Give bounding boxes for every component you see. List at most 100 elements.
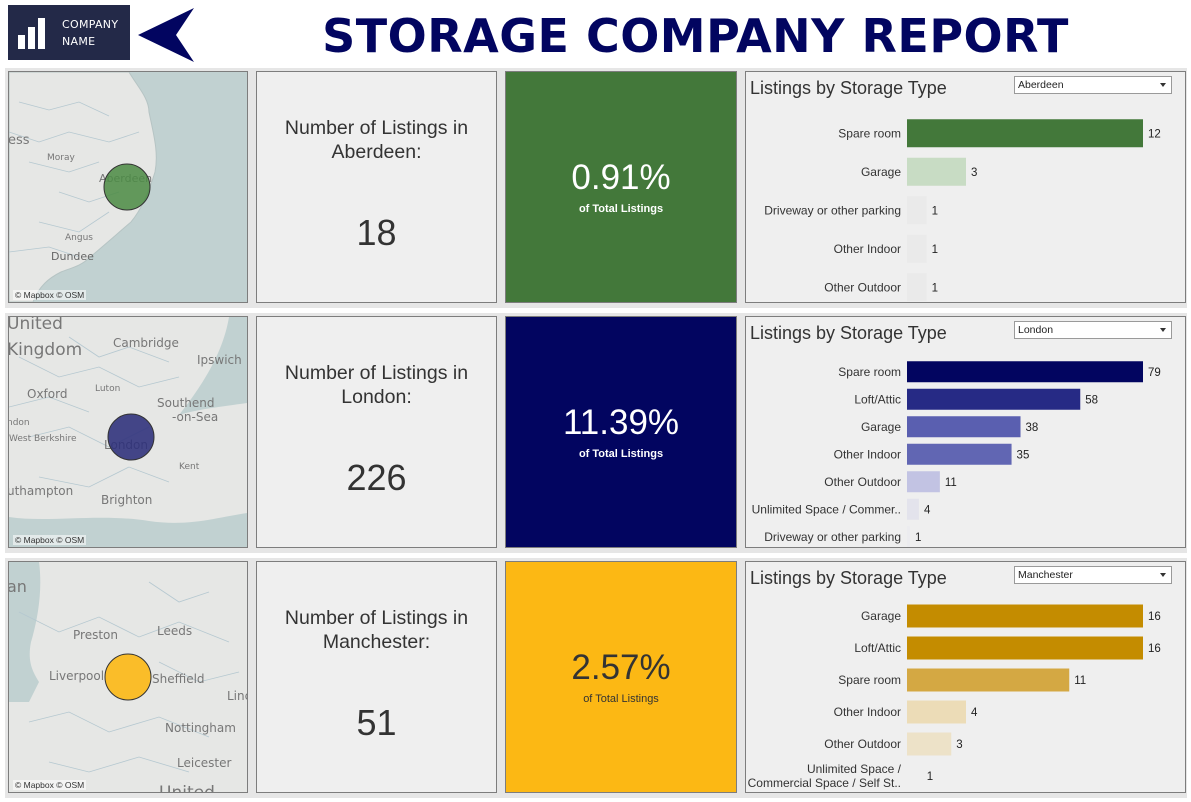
city-dropdown[interactable]: Aberdeen bbox=[1014, 76, 1172, 94]
bar-category-label: Garage bbox=[861, 420, 901, 434]
bar-other-outdoor[interactable] bbox=[907, 273, 927, 302]
bar-driveway-or-other-parking[interactable] bbox=[907, 526, 910, 547]
bar-category-label: Other Outdoor bbox=[824, 475, 901, 489]
bar-value-label: 1 bbox=[927, 771, 933, 783]
chevron-down-icon bbox=[1160, 573, 1166, 577]
bar-chart-london: Spare room 79 Loft/Attic 58 Garage 38 Other In… bbox=[752, 361, 1161, 547]
count-label: Number of Listings in London: bbox=[284, 362, 469, 408]
map-bubble[interactable] bbox=[104, 653, 152, 701]
bar-category-label: Other Outdoor bbox=[824, 280, 901, 294]
map-place-label: an bbox=[9, 577, 27, 596]
back-arrow-icon[interactable] bbox=[136, 6, 196, 64]
bar-category-label: Loft/Attic bbox=[854, 392, 901, 406]
bar-value-label: 11 bbox=[945, 477, 957, 489]
chart-title: Listings by Storage Type bbox=[750, 78, 947, 98]
map-place-label: ndon bbox=[9, 418, 30, 428]
map-london[interactable]: United Kingdom Cambridge Ipswich Luton O… bbox=[8, 316, 248, 548]
chart-aberdeen: Spare room 12 Garage 3 Driveway or other par… bbox=[745, 71, 1186, 303]
bar-loft-attic[interactable] bbox=[907, 636, 1143, 660]
bar-chart-logo-icon bbox=[16, 13, 56, 53]
bar-unlimited-space-commercial-space-self-st[interactable] bbox=[907, 764, 922, 788]
bar-spare-room[interactable] bbox=[907, 668, 1070, 692]
bar-unlimited-space-commer[interactable] bbox=[907, 498, 919, 520]
map-place-label: Kingdom bbox=[9, 340, 82, 360]
count-label: Number of Listings in Manchester: bbox=[284, 607, 469, 653]
bar-value-label: 38 bbox=[1026, 422, 1039, 434]
map-bubble[interactable] bbox=[107, 413, 155, 461]
city-dropdown[interactable]: Manchester bbox=[1014, 566, 1172, 584]
map-place-label: ess bbox=[9, 133, 30, 148]
map-place-label: -on-Sea bbox=[172, 410, 218, 424]
bar-category-label: Unlimited Space / Commer.. bbox=[752, 502, 901, 516]
map-place-label: United bbox=[9, 317, 63, 334]
count-card-manchester: Number of Listings in Manchester: 51 bbox=[256, 561, 497, 793]
map-place-label: Linc bbox=[227, 689, 247, 703]
bar-category-label: Other Indoor bbox=[834, 447, 901, 461]
bar-garage[interactable] bbox=[907, 157, 966, 186]
row-manchester: an Preston Leeds Liverpool Sheffield Lin… bbox=[5, 558, 1187, 798]
map-place-label: Sheffield bbox=[152, 672, 205, 686]
bar-category-label: Other Indoor bbox=[834, 705, 901, 719]
bar-garage[interactable] bbox=[907, 604, 1143, 628]
bar-spare-room[interactable] bbox=[907, 361, 1143, 383]
bar-value-label: 3 bbox=[971, 167, 977, 179]
map-place-label: Angus bbox=[65, 233, 93, 243]
chart-london: Spare room 79 Loft/Attic 58 Garage 38 Other In… bbox=[745, 316, 1186, 548]
bar-loft-attic[interactable] bbox=[907, 388, 1081, 410]
bar-value-label: 16 bbox=[1148, 643, 1161, 655]
bar-other-outdoor[interactable] bbox=[907, 471, 940, 493]
chart-title: Listings by Storage Type bbox=[750, 568, 947, 588]
report-title: STORAGE COMPANY REPORT bbox=[322, 9, 1069, 63]
map-place-label: Leeds bbox=[157, 624, 192, 638]
bar-other-indoor[interactable] bbox=[907, 234, 927, 263]
bar-other-outdoor[interactable] bbox=[907, 732, 952, 756]
bar-driveway-or-other-parking[interactable] bbox=[907, 196, 927, 225]
map-place-label: Moray bbox=[47, 153, 75, 163]
map-manchester[interactable]: an Preston Leeds Liverpool Sheffield Lin… bbox=[8, 561, 248, 793]
bar-category-label: Garage bbox=[861, 165, 901, 179]
bar-chart-aberdeen: Spare room 12 Garage 3 Driveway or other par… bbox=[764, 119, 1161, 302]
map-place-label: West Berkshire bbox=[9, 434, 77, 444]
bar-value-label: 4 bbox=[971, 707, 978, 719]
bar-category-label: Driveway or other parking bbox=[764, 530, 901, 544]
bar-value-label: 16 bbox=[1148, 611, 1161, 623]
map-attribution: © Mapbox © OSM bbox=[13, 290, 87, 300]
bar-value-label: 79 bbox=[1148, 367, 1161, 379]
map-place-label: United bbox=[159, 783, 215, 792]
chart-manchester: Garage 16 Loft/Attic 16 Spare room 11 Other In… bbox=[745, 561, 1186, 793]
chevron-down-icon bbox=[1160, 83, 1166, 87]
map-place-label: Luton bbox=[95, 384, 120, 394]
bar-value-label: 12 bbox=[1148, 128, 1161, 140]
bar-category-label: Other Indoor bbox=[834, 242, 901, 256]
row-aberdeen: ess Moray Aberdeen Angus Dundee © Mapbox… bbox=[5, 68, 1187, 308]
count-value: 226 bbox=[346, 457, 407, 498]
chart-title: Listings by Storage Type bbox=[750, 323, 947, 343]
bar-other-indoor[interactable] bbox=[907, 700, 966, 724]
percent-subtitle: of Total Listings bbox=[583, 693, 659, 705]
bar-other-indoor[interactable] bbox=[907, 443, 1012, 465]
percent-value: 11.39% bbox=[562, 403, 680, 442]
map-attribution: © Mapbox © OSM bbox=[13, 780, 87, 790]
map-place-label: Liverpool bbox=[49, 669, 104, 683]
map-place-label: Ipswich bbox=[197, 353, 242, 367]
map-attribution: © Mapbox © OSM bbox=[13, 535, 87, 545]
bar-chart-manchester: Garage 16 Loft/Attic 16 Spare room 11 Other In… bbox=[748, 604, 1161, 790]
bar-category-label: Loft/Attic bbox=[854, 641, 901, 655]
percent-card-manchester: 2.57% of Total Listings bbox=[505, 561, 737, 793]
map-bubble[interactable] bbox=[103, 163, 151, 211]
bar-value-label: 58 bbox=[1085, 394, 1098, 406]
bar-category-label: Unlimited Space / Commercial Space / Self… bbox=[748, 762, 902, 790]
percent-value: 0.91% bbox=[571, 158, 671, 197]
bar-value-label: 1 bbox=[932, 205, 938, 217]
bar-category-label: Other Outdoor bbox=[824, 737, 901, 751]
count-value: 51 bbox=[356, 702, 397, 743]
map-aberdeen-canvas: ess Moray Aberdeen Angus Dundee bbox=[9, 72, 247, 302]
bar-garage[interactable] bbox=[907, 416, 1021, 438]
bar-value-label: 1 bbox=[932, 282, 938, 294]
dropdown-value: London bbox=[1018, 324, 1054, 336]
bar-spare-room[interactable] bbox=[907, 119, 1143, 148]
count-value: 18 bbox=[356, 212, 397, 253]
map-aberdeen[interactable]: ess Moray Aberdeen Angus Dundee © Mapbox… bbox=[8, 71, 248, 303]
city-dropdown[interactable]: London bbox=[1014, 321, 1172, 339]
percent-subtitle: of Total Listings bbox=[578, 448, 664, 460]
